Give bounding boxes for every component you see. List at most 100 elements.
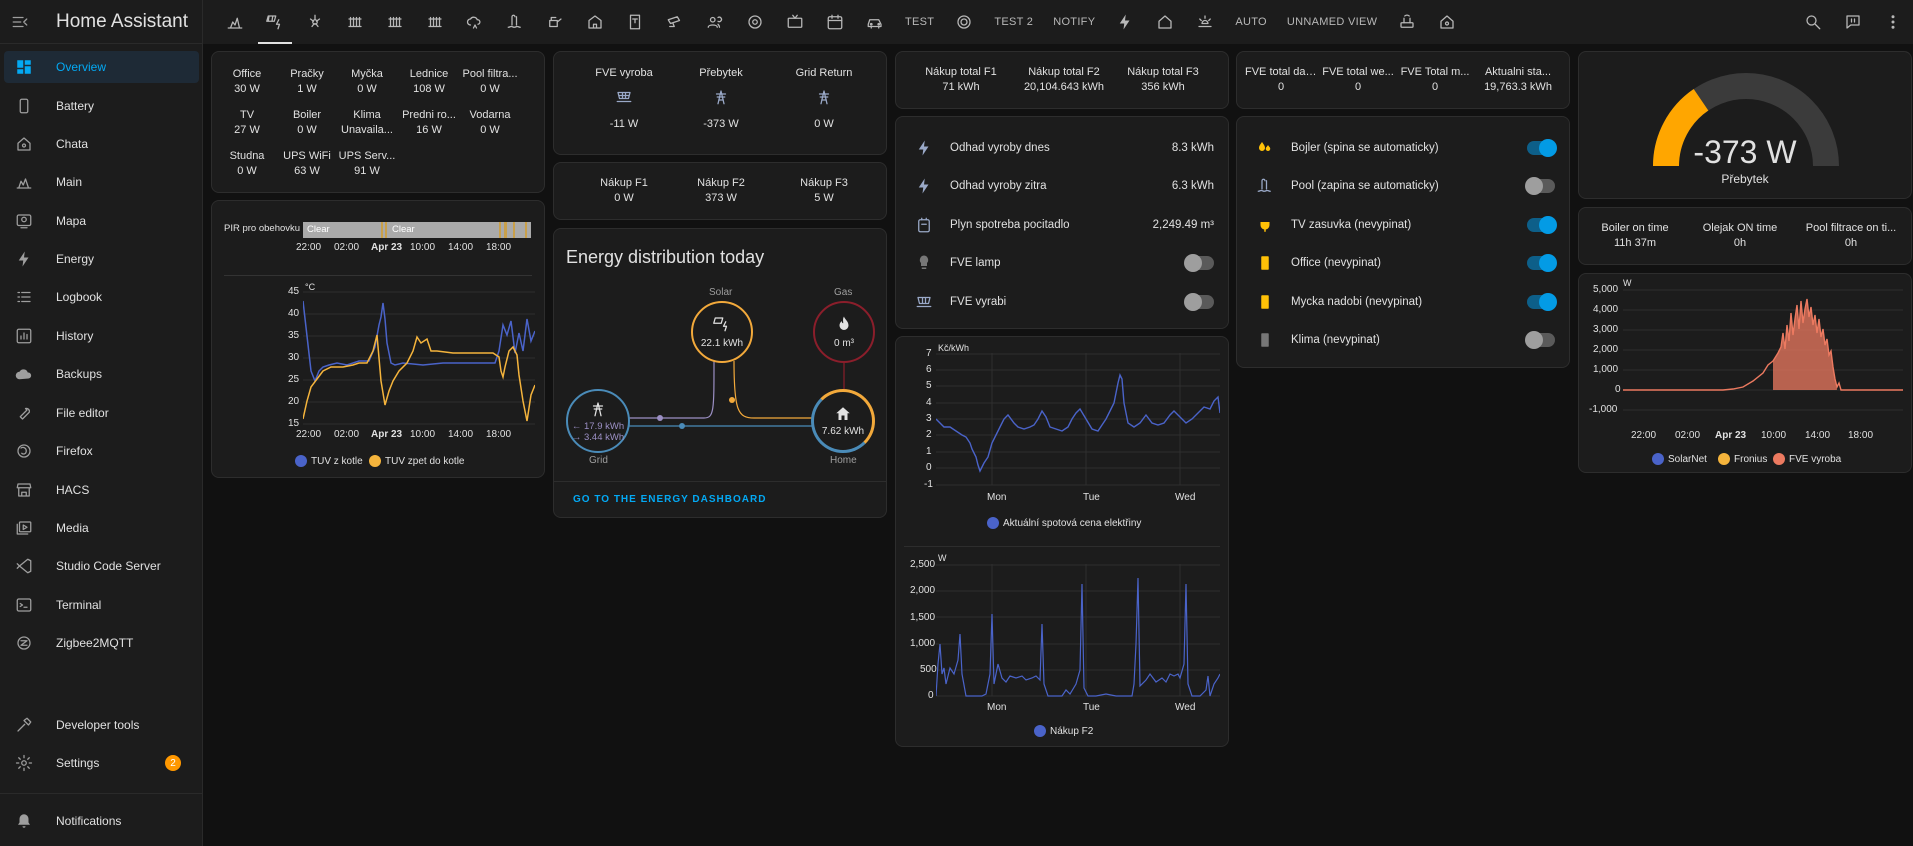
price-chart-plot[interactable] — [936, 353, 1220, 489]
sidebar-item-terminal[interactable]: Terminal — [4, 589, 199, 621]
assist-icon[interactable] — [1833, 0, 1873, 44]
timeline-bar[interactable]: Clear Clear — [303, 222, 531, 238]
sidebar-item-media[interactable]: Media — [4, 512, 199, 544]
temp-chart-plot[interactable] — [303, 291, 535, 425]
sidebar-item-studio-code-server[interactable]: Studio Code Server — [4, 550, 199, 582]
tab-radiator-3-icon[interactable] — [415, 0, 455, 44]
gauge-card[interactable]: -373 W Přebytek — [1578, 51, 1912, 199]
tab-solar-power-icon[interactable] — [255, 0, 295, 44]
tab-heat-pump-icon[interactable] — [295, 0, 335, 44]
tab-home-automation-icon[interactable] — [1427, 0, 1467, 44]
sidebar-item-settings[interactable]: Settings 2 — [4, 747, 199, 779]
sidebar-item-mapa[interactable]: Mapa — [4, 205, 199, 237]
entity-row[interactable]: Odhad vyroby dnes 8.3 kWh — [912, 136, 1214, 160]
grid-node[interactable]: ← 17.9 kWh → 3.44 kWh — [566, 389, 630, 453]
glance-nakup-total-f2[interactable]: Nákup total F2 20,104.643 kWh — [1016, 66, 1112, 93]
sidebar-item-notifications[interactable]: Notifications — [4, 805, 199, 837]
tab-robot-vacuum-icon[interactable] — [944, 0, 984, 44]
switch-row[interactable]: Office (nevypinat) — [1253, 251, 1557, 275]
glance-studna[interactable]: Studna 0 W — [215, 150, 279, 177]
legend-item[interactable]: Fronius — [1718, 453, 1767, 465]
glance-tv[interactable]: TV 27 W — [215, 109, 279, 136]
tab-radiator-icon[interactable] — [335, 0, 375, 44]
gas-node[interactable]: 0 m³ — [813, 301, 875, 363]
tab-house-icon[interactable] — [575, 0, 615, 44]
legend-item[interactable]: Aktuální spotová cena elektřiny — [987, 517, 1141, 529]
glance-pool-filtrace[interactable]: Pool filtra... 0 W — [458, 68, 522, 95]
glance-boiler-on-time[interactable]: Boiler on time 11h 37m — [1587, 222, 1683, 249]
switch-row[interactable]: Mycka nadobi (nevypinat) — [1253, 290, 1557, 314]
tab-home-icon[interactable] — [1145, 0, 1185, 44]
nakup-chart-plot[interactable] — [936, 564, 1220, 698]
sidebar-item-energy[interactable]: Energy — [4, 243, 199, 275]
switch-row[interactable]: Bojler (spina se automaticky) — [1253, 136, 1557, 160]
glance-grid-return[interactable]: Grid Return 0 W — [784, 67, 864, 130]
glance-nakup-f3[interactable]: Nákup F3 5 W — [784, 177, 864, 204]
solar-node[interactable]: 22.1 kWh — [691, 301, 753, 363]
sidebar-item-file-editor[interactable]: File editor — [4, 397, 199, 429]
glance-pool-filtrace-on-time[interactable]: Pool filtrace on ti... 0h — [1797, 222, 1905, 249]
glance-fve-vyroba[interactable]: FVE vyroba -11 W — [584, 67, 664, 130]
tab-cctv-icon[interactable] — [655, 0, 695, 44]
glance-mycka[interactable]: Myčka 0 W — [335, 68, 399, 95]
glance-klima[interactable]: Klima Unavaila... — [335, 109, 399, 136]
sidebar-item-logbook[interactable]: Logbook — [4, 281, 199, 313]
glance-fve-total-daily[interactable]: FVE total dai... 0 — [1245, 66, 1317, 93]
glance-vodarna[interactable]: Vodarna 0 W — [458, 109, 522, 136]
sidebar-item-battery[interactable]: Battery — [4, 90, 199, 122]
glance-aktualni-stav[interactable]: Aktualni sta... 19,763.3 kWh — [1476, 66, 1560, 93]
fve-lamp-toggle[interactable] — [1184, 254, 1214, 272]
pool-toggle[interactable] — [1525, 177, 1555, 195]
glance-nakup-total-f1[interactable]: Nákup total F1 71 kWh — [916, 66, 1006, 93]
glance-nakup-total-f3[interactable]: Nákup total F3 356 kWh — [1118, 66, 1208, 93]
switch-row[interactable]: Pool (zapina se automaticky) — [1253, 174, 1555, 198]
tab-calendar-icon[interactable] — [815, 0, 855, 44]
entity-row[interactable]: Plyn spotreba pocitadlo 2,249.49 m³ — [912, 213, 1214, 237]
tab-router-icon[interactable] — [1387, 0, 1427, 44]
tab-notify[interactable]: NOTIFY — [1053, 16, 1096, 28]
glance-nakup-f1[interactable]: Nákup F1 0 W — [584, 177, 664, 204]
mycka-toggle[interactable] — [1527, 293, 1557, 311]
home-node[interactable]: 7.62 kWh — [811, 389, 875, 453]
sidebar-item-firefox[interactable]: Firefox — [4, 435, 199, 467]
fve-vyrabi-toggle[interactable] — [1184, 293, 1214, 311]
tab-unnamed-view[interactable]: UNNAMED VIEW — [1286, 16, 1378, 28]
glance-fve-total-monthly[interactable]: FVE Total m... 0 — [1399, 66, 1471, 93]
sidebar-item-developer-tools[interactable]: Developer tools — [4, 709, 199, 741]
tab-auto[interactable]: AUTO — [1235, 16, 1267, 28]
glance-boiler[interactable]: Boiler 0 W — [275, 109, 339, 136]
sidebar-item-history[interactable]: History — [4, 320, 199, 352]
glance-predni-ro[interactable]: Predni ro... 16 W — [397, 109, 461, 136]
entity-row[interactable]: FVE lamp — [912, 251, 1214, 275]
tab-solar-icon[interactable] — [215, 0, 255, 44]
tab-radiator-2-icon[interactable] — [375, 0, 415, 44]
glance-ups-wifi[interactable]: UPS WiFi 63 W — [275, 150, 339, 177]
tab-door-icon[interactable] — [615, 0, 655, 44]
switch-row[interactable]: Klima (nevypinat) — [1253, 328, 1555, 352]
menu-icon[interactable] — [0, 13, 40, 31]
tab-account-group-icon[interactable] — [695, 0, 735, 44]
tab-test[interactable]: TEST — [905, 16, 935, 28]
legend-item[interactable]: FVE vyroba — [1773, 453, 1841, 465]
tab-tv-icon[interactable] — [775, 0, 815, 44]
glance-fve-total-weekly[interactable]: FVE total we... 0 — [1322, 66, 1394, 93]
sidebar-item-overview[interactable]: Overview — [4, 51, 199, 83]
legend-item[interactable]: Nákup F2 — [1034, 725, 1093, 737]
legend-item[interactable]: TUV zpet do kotle — [369, 455, 464, 467]
tab-watering-icon[interactable] — [535, 0, 575, 44]
legend-item[interactable]: TUV z kotle — [295, 455, 363, 467]
tab-pool-icon[interactable] — [495, 0, 535, 44]
glance-olejak-on-time[interactable]: Olejak ON time 0h — [1692, 222, 1788, 249]
glance-lednice[interactable]: Lednice 108 W — [397, 68, 461, 95]
tab-test-2[interactable]: TEST 2 — [994, 16, 1034, 28]
sidebar-item-backups[interactable]: Backups — [4, 358, 199, 390]
tab-car-icon[interactable] — [855, 0, 895, 44]
klima-toggle[interactable] — [1525, 331, 1555, 349]
glance-prebytek[interactable]: Přebytek -373 W — [681, 67, 761, 130]
search-icon[interactable] — [1793, 0, 1833, 44]
tab-weather-icon[interactable] — [455, 0, 495, 44]
switch-row[interactable]: TV zasuvka (nevypinat) — [1253, 213, 1557, 237]
solar-chart-plot[interactable] — [1623, 289, 1903, 413]
tab-settings-icon[interactable] — [735, 0, 775, 44]
tab-lightning-icon[interactable] — [1105, 0, 1145, 44]
